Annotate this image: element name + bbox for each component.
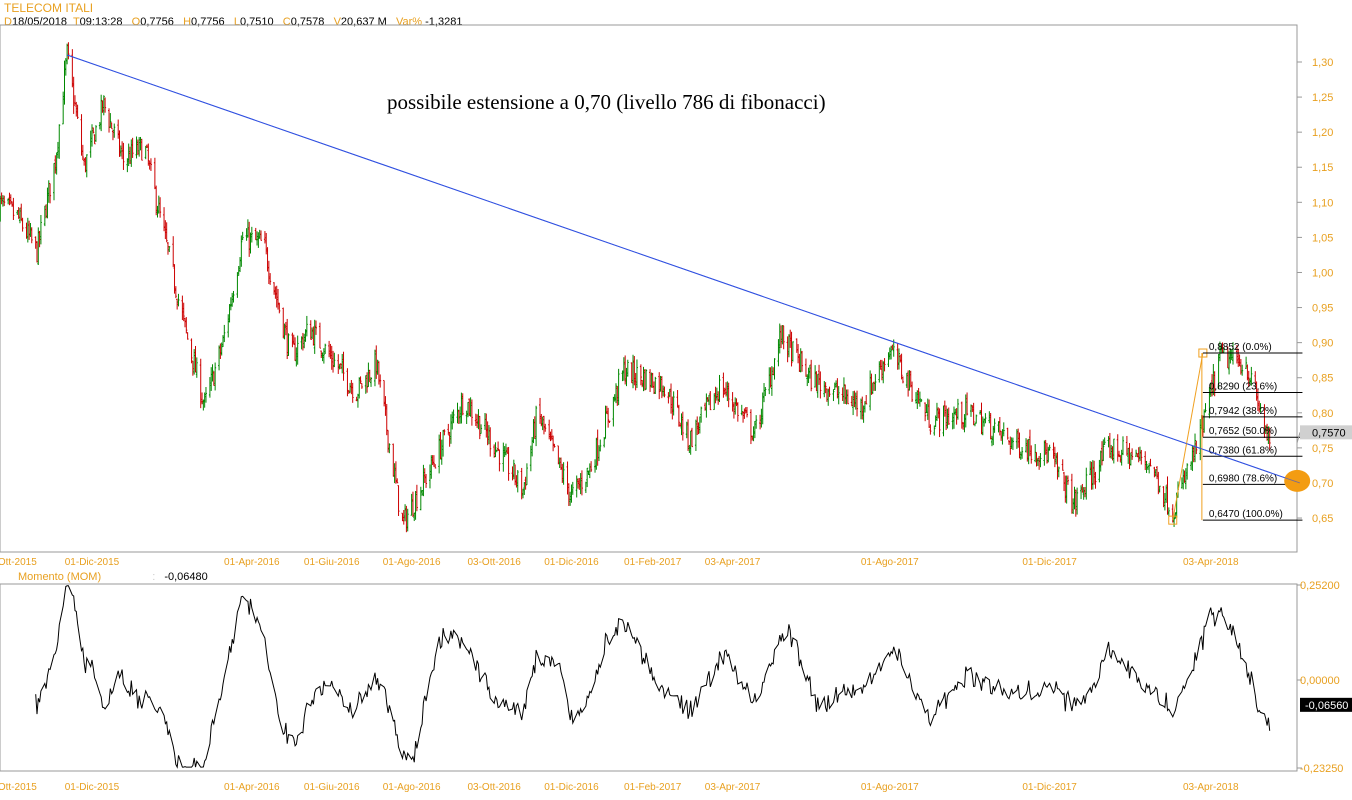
momentum-x-tick-label: 03-Apr-2018 xyxy=(1183,782,1239,793)
momentum-x-tick-label: 01-Ago-2016 xyxy=(383,782,441,793)
x-tick-label: 03-Apr-2018 xyxy=(1183,557,1239,568)
momentum-x-tick-label: 01-Dic-2017 xyxy=(1022,782,1077,793)
symbol-title: TELECOM ITALI xyxy=(4,1,94,15)
momentum-title: Momento (MOM) xyxy=(18,571,102,583)
y-tick-label: 0,80 xyxy=(1312,408,1333,420)
y-tick-label: 0,65 xyxy=(1312,513,1333,525)
momentum-last-badge xyxy=(1300,697,1352,712)
last-price-pointer xyxy=(1296,432,1301,444)
momentum-x-tick-label: 01-Feb-2017 xyxy=(624,782,682,793)
x-tick-label: 01-Feb-2017 xyxy=(624,557,682,568)
x-tick-label: 03-Ott-2016 xyxy=(467,557,521,568)
y-tick-label: 1,00 xyxy=(1312,267,1333,279)
momentum-x-tick-label: 01-Dic-2016 xyxy=(544,782,599,793)
fib-level-label: 0,6980 (78.6%) xyxy=(1209,473,1277,484)
y-tick-label: 0,95 xyxy=(1312,303,1333,315)
x-tick-label: Ott-2015 xyxy=(0,557,37,568)
x-tick-label: 03-Apr-2017 xyxy=(705,557,761,568)
momentum-header: Momento (MOM) : -0,06480 xyxy=(18,571,208,583)
fib-level-label: 0,8852 (0.0%) xyxy=(1209,342,1272,353)
momentum-value: -0,06480 xyxy=(164,571,208,583)
last-price-badge xyxy=(1300,425,1352,440)
y-tick-label: 0,85 xyxy=(1312,373,1333,385)
fib-level-label: 0,7942 (38.2%) xyxy=(1209,406,1277,417)
momentum-line xyxy=(35,585,1271,769)
y-tick-label: 1,30 xyxy=(1312,57,1333,69)
fib-handle-start xyxy=(1168,515,1178,525)
x-tick-label: 01-Dic-2016 xyxy=(544,557,599,568)
y-tick-label: 1,05 xyxy=(1312,232,1333,244)
y-tick-label: 0,90 xyxy=(1312,338,1333,350)
fib-level-label: 0,7652 (50.0%) xyxy=(1209,426,1277,437)
trendline-overlay xyxy=(66,54,1300,484)
momentum-x-tick-label: 01-Giu-2016 xyxy=(304,782,360,793)
y-tick-label: 1,15 xyxy=(1312,162,1333,174)
y-tick-label: 0,70 xyxy=(1312,478,1333,490)
momentum-x-tick-label: 03-Apr-2017 xyxy=(705,782,761,793)
fib-level-label: 0,8290 (23.6%) xyxy=(1209,381,1277,392)
y-tick-label: 0,75 xyxy=(1312,443,1333,455)
momentum-x-tick-label: 01-Apr-2016 xyxy=(224,782,280,793)
fib-level-label: 0,7380 (61.8%) xyxy=(1209,445,1277,456)
momentum-y-tick-label: 0,00000 xyxy=(1300,675,1340,687)
momentum-x-tick-label: 03-Ott-2016 xyxy=(467,782,521,793)
price-plot-frame xyxy=(0,24,1298,553)
x-tick-label: 01-Giu-2016 xyxy=(304,557,360,568)
momentum-x-tick-label: Ott-2015 xyxy=(0,782,37,793)
momentum-x-tick-label: 01-Ago-2017 xyxy=(861,782,919,793)
fib-level-label: 0,6470 (100.0%) xyxy=(1209,509,1283,520)
fib-anchor-line xyxy=(1172,352,1204,521)
y-tick-label: 1,20 xyxy=(1312,127,1333,139)
momentum-y-tick-label: 0,25200 xyxy=(1300,580,1340,592)
momentum-x-tick-label: 01-Dic-2015 xyxy=(65,782,120,793)
x-tick-label: 01-Dic-2015 xyxy=(65,557,120,568)
momentum-plot-frame xyxy=(0,583,1298,772)
chart-annotation: possibile estensione a 0,70 (livello 786… xyxy=(387,90,826,114)
y-tick-label: 1,10 xyxy=(1312,197,1333,209)
x-tick-label: 01-Dic-2017 xyxy=(1022,557,1077,568)
x-tick-label: 01-Ago-2017 xyxy=(861,557,919,568)
momentum-last-label: -0,06560 xyxy=(1305,700,1348,712)
y-tick-label: 1,25 xyxy=(1312,92,1333,104)
x-tick-label: 01-Ago-2016 xyxy=(383,557,441,568)
momentum-y-tick-label: -0,23250 xyxy=(1300,763,1343,775)
last-price-label: 0,7570 xyxy=(1312,427,1346,439)
x-tick-label: 01-Apr-2016 xyxy=(224,557,280,568)
target-marker xyxy=(1284,469,1311,492)
